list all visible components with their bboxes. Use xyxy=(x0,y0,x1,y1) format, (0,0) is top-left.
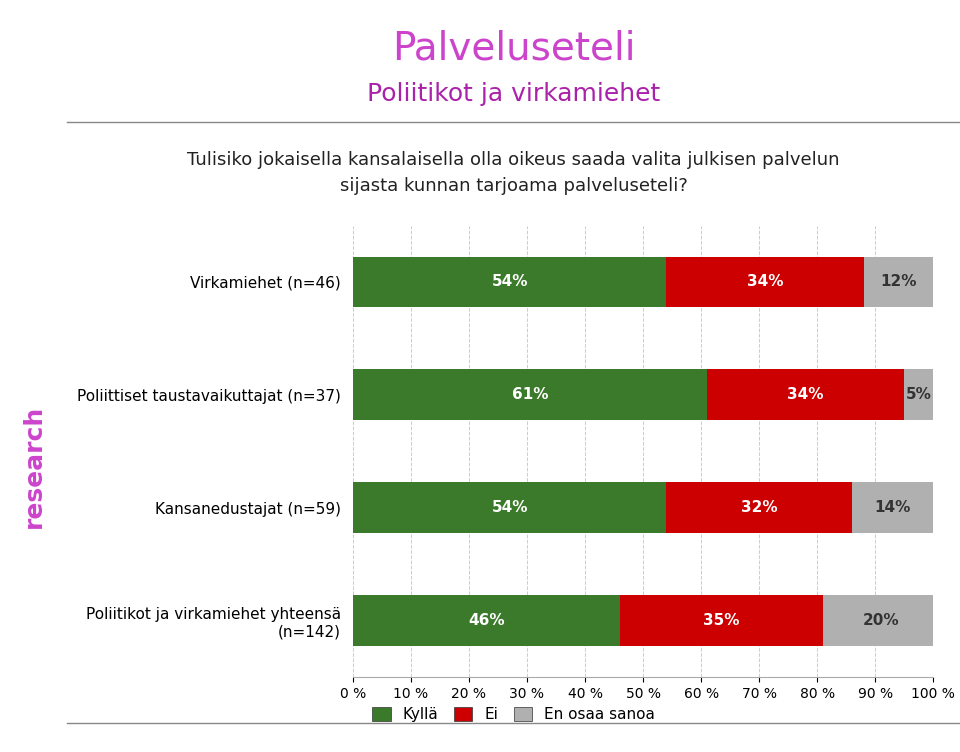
Bar xyxy=(823,595,939,646)
Text: Palveluseteli: Palveluseteli xyxy=(392,30,636,68)
Legend: Kyllä, Ei, En osaa sanoa: Kyllä, Ei, En osaa sanoa xyxy=(366,701,661,728)
Text: 20%: 20% xyxy=(863,613,900,628)
Text: 35%: 35% xyxy=(703,613,739,628)
Text: 34%: 34% xyxy=(747,274,783,290)
Bar xyxy=(353,595,620,646)
Text: Tulisiko jokaisella kansalaisella olla oikeus saada valita julkisen palvelun
sij: Tulisiko jokaisella kansalaisella olla o… xyxy=(187,150,840,196)
Bar xyxy=(620,595,823,646)
Bar xyxy=(353,482,666,533)
Bar xyxy=(852,482,933,533)
Bar xyxy=(353,256,666,308)
Bar xyxy=(353,369,707,420)
Text: 12%: 12% xyxy=(880,274,917,290)
Text: 61%: 61% xyxy=(512,387,548,402)
Text: Poliitikot ja virkamiehet: Poliitikot ja virkamiehet xyxy=(367,82,660,106)
Text: 14%: 14% xyxy=(875,500,911,515)
Bar xyxy=(904,369,933,420)
Bar xyxy=(666,482,852,533)
Bar xyxy=(864,256,933,308)
Bar xyxy=(707,369,904,420)
Text: 5%: 5% xyxy=(906,387,931,402)
Bar xyxy=(666,256,864,308)
Text: aula: aula xyxy=(22,587,46,647)
Text: 46%: 46% xyxy=(468,613,505,628)
Text: 32%: 32% xyxy=(741,500,778,515)
Text: research: research xyxy=(21,405,46,528)
Text: 54%: 54% xyxy=(492,274,528,290)
Text: 54%: 54% xyxy=(492,500,528,515)
Text: 34%: 34% xyxy=(787,387,824,402)
